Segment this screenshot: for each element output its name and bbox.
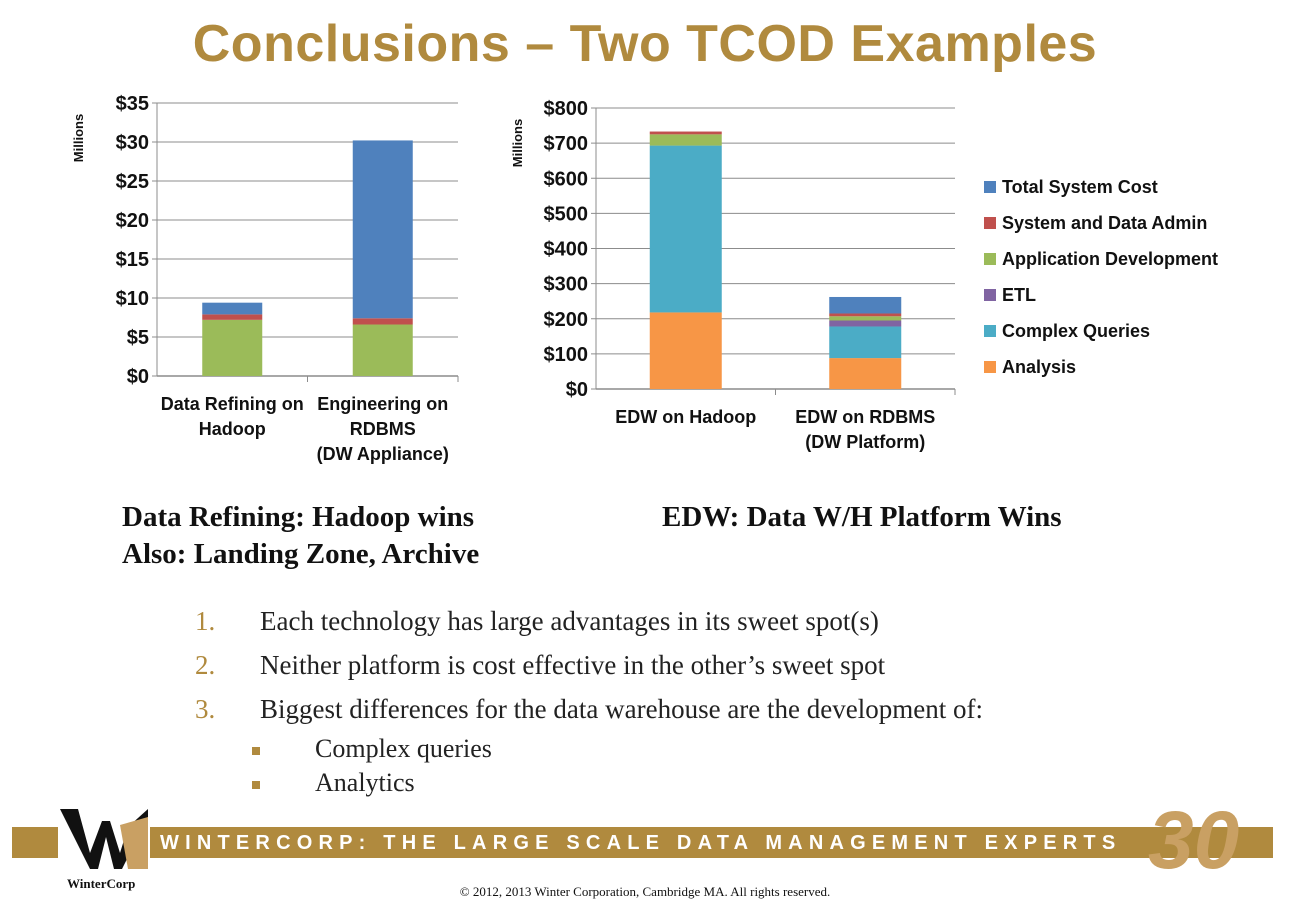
y-tick-label: $400 <box>544 239 589 261</box>
y-tick-label: $20 <box>116 210 149 232</box>
legend-label: Complex Queries <box>1002 321 1150 341</box>
legend-label: Analysis <box>1002 357 1076 377</box>
legend-swatch <box>984 217 996 229</box>
bar-segment-application-development <box>352 324 413 376</box>
square-bullet-icon <box>252 747 260 755</box>
square-bullet-icon <box>252 781 260 789</box>
y-axis-label: Millions <box>71 114 86 162</box>
copyright: © 2012, 2013 Winter Corporation, Cambrid… <box>459 884 831 899</box>
caption-left: Data Refining: Hadoop wins Also: Landing… <box>122 499 479 573</box>
wintercorp-logo <box>58 807 150 871</box>
bar-segment-application-development <box>829 316 902 321</box>
list-number: 2. <box>195 650 216 680</box>
y-tick-label: $30 <box>116 132 149 154</box>
chart-edw: $0 $100 $200 $300 $400 $500 $600 $700 $800 Millio… <box>510 98 1218 452</box>
list-text: Neither platform is cost effective in th… <box>260 650 886 680</box>
bar-segment-total-system-cost <box>829 296 902 314</box>
slide-title: Conclusions – Two TCOD Examples <box>192 15 1098 73</box>
y-tick-label: $800 <box>544 98 589 120</box>
y-tick-label: $700 <box>544 133 589 155</box>
y-tick-label: $0 <box>127 366 149 388</box>
legend-swatch <box>984 361 996 373</box>
sub-list-text: Analytics <box>315 768 415 797</box>
legend-label: Total System Cost <box>1002 177 1158 197</box>
x-tick-label: (DW Platform) <box>805 432 925 452</box>
bar-segment-total-system-cost <box>352 140 413 319</box>
y-tick-label: $200 <box>544 309 589 331</box>
chart-data-refining: $0 $5 $10 $15 $20 $25 $30 $35 Millions Data Refin… <box>71 93 459 464</box>
x-tick-label: RDBMS <box>350 419 416 439</box>
sub-list-text: Complex queries <box>315 734 492 763</box>
bar-segment-application-development <box>649 134 722 146</box>
legend-label: Application Development <box>1002 249 1218 269</box>
x-tick-label: Data Refining on <box>161 394 304 414</box>
bar-segment-complex-queries <box>649 145 722 313</box>
legend-label: ETL <box>1002 285 1036 305</box>
bar-segment-analysis <box>829 358 902 389</box>
y-tick-label: $10 <box>116 288 149 310</box>
bar-segment-system-data-admin <box>352 318 413 325</box>
x-tick-label: Hadoop <box>199 419 266 439</box>
x-tick-label: EDW on RDBMS <box>795 407 935 427</box>
y-tick-label: $600 <box>544 168 589 190</box>
legend-swatch <box>984 289 996 301</box>
bar-segment-complex-queries <box>829 326 902 359</box>
x-tick-label: (DW Appliance) <box>317 444 449 464</box>
list-number: 3. <box>195 694 216 724</box>
y-tick-label: $100 <box>544 344 589 366</box>
list-text: Biggest differences for the data warehou… <box>260 694 983 724</box>
y-tick-label: $5 <box>127 327 149 349</box>
footer-banner <box>12 827 1273 858</box>
legend-swatch <box>984 181 996 193</box>
y-tick-label: $35 <box>116 93 149 115</box>
logo-text: WinterCorp <box>67 876 136 891</box>
legend-label: System and Data Admin <box>1002 213 1207 233</box>
y-axis-label: Millions <box>510 119 525 167</box>
bar-segment-system-data-admin <box>649 131 722 135</box>
y-tick-label: $15 <box>116 249 149 271</box>
banner-text: WINTERCORP: THE LARGE SCALE DATA MANAGEM… <box>160 832 1122 854</box>
bar-segment-system-data-admin <box>202 314 263 320</box>
y-tick-label: $300 <box>544 274 589 296</box>
caption-left-line1: Data Refining: Hadoop wins <box>122 501 475 533</box>
y-tick-label: $25 <box>116 171 149 193</box>
y-tick-label: $0 <box>566 379 588 401</box>
legend-swatch <box>984 325 996 337</box>
y-tick-label: $500 <box>544 203 589 225</box>
list-text: Each technology has large advantages in … <box>260 606 879 636</box>
bar-segment-etl <box>829 320 902 327</box>
bar-segment-total-system-cost <box>202 302 263 315</box>
x-tick-label: EDW on Hadoop <box>615 407 756 427</box>
caption-left-line2: Also: Landing Zone, Archive <box>122 538 480 570</box>
legend-swatch <box>984 253 996 265</box>
list-number: 1. <box>195 606 216 636</box>
bar-segment-analysis <box>649 312 722 389</box>
caption-right: EDW: Data W/H Platform Wins <box>662 501 1062 533</box>
x-tick-label: Engineering on <box>317 394 448 414</box>
bar-segment-system-data-admin <box>829 313 902 317</box>
page-number: 30 <box>1148 795 1240 886</box>
bar-segment-application-development <box>202 319 263 376</box>
